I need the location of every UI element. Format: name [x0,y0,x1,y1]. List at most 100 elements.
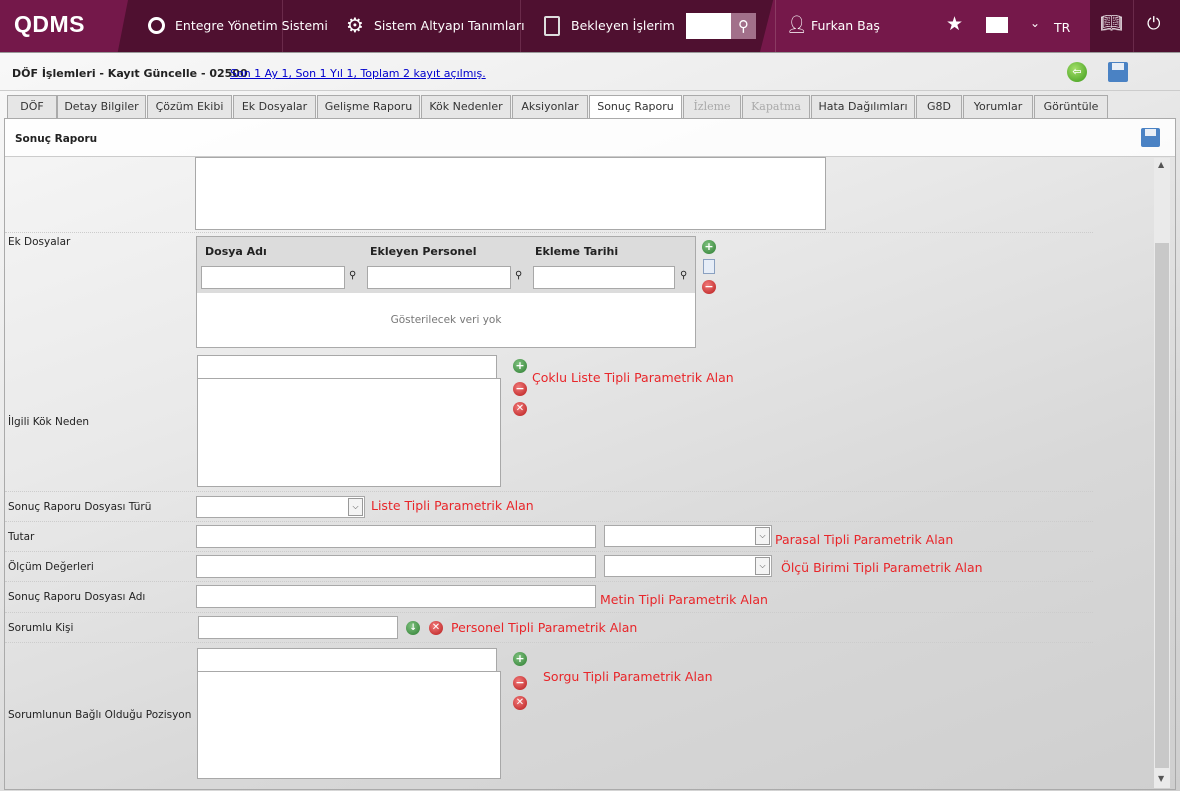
scroll-down-arrow[interactable]: ▼ [1158,774,1165,783]
floppy-icon [1145,129,1156,136]
save-button[interactable] [1108,62,1128,82]
panel-save-button[interactable] [1141,128,1160,147]
panel-header: Sonuç Raporu [5,119,1175,157]
tab-1[interactable]: Detay Bilgiler [57,95,146,119]
clear-icon[interactable]: ✕ [513,696,527,710]
filter-ekleyen[interactable] [367,266,511,289]
page-title: DÖF İşlemleri - Kayıt Güncelle - 02500 [12,67,248,80]
vertical-scrollbar[interactable]: ▲ ▼ [1154,158,1170,788]
nav-bekleyen[interactable]: Bekleyen İşlerim [544,0,675,52]
chevron-down-icon[interactable]: ⌵ [755,557,770,575]
search-button[interactable]: ⚲ [731,13,756,39]
tutar-note: Parasal Tipli Parametrik Alan [775,532,954,547]
mail-icon[interactable] [986,17,1008,33]
nav-entegre[interactable]: Entegre Yönetim Sistemi [148,0,328,52]
add-file-icon[interactable]: + [702,240,716,254]
remove-icon[interactable]: − [513,676,527,690]
tab-2[interactable]: Çözüm Ekibi [147,95,232,119]
tutar-input[interactable] [196,525,596,548]
dosya-turu-note: Liste Tipli Parametrik Alan [371,498,534,513]
logo-area [0,0,128,52]
remove-icon[interactable]: − [513,382,527,396]
sorumlu-input[interactable] [198,616,398,639]
dosya-adi-note: Metin Tipli Parametrik Alan [600,592,768,607]
nav-sistem[interactable]: ⚙ Sistem Altyapı Tanımları [346,0,525,52]
tab-3[interactable]: Ek Dosyalar [233,95,316,119]
empty-message: Gösterilecek veri yok [390,314,502,326]
clear-icon[interactable]: ✕ [513,402,527,416]
clear-person-icon[interactable]: ✕ [429,621,443,635]
user-name[interactable]: Furkan Baş [811,18,880,33]
attachments-grid: Dosya Adı Ekleyen Personel Ekleme Tarihi… [196,236,696,348]
record-stats-link[interactable]: Son 1 Ay 1, Son 1 Yıl 1, Toplam 2 kayıt … [230,67,486,80]
nav-label: Entegre Yönetim Sistemi [175,18,328,33]
language-selector[interactable]: TR [1054,20,1071,35]
nav-label: Bekleyen İşlerim [571,18,675,33]
search-input[interactable] [686,13,731,39]
tutar-label: Tutar [8,531,35,543]
tab-4[interactable]: Gelişme Raporu [317,95,420,119]
kok-neden-input[interactable] [197,355,497,379]
gear-icon: ⚙ [346,13,364,37]
add-icon[interactable]: + [513,359,527,373]
clipboard-icon [544,16,560,36]
filter-dosya-adi[interactable] [201,266,345,289]
scroll-up-arrow[interactable]: ▲ [1158,160,1165,169]
scroll-thumb[interactable] [1155,243,1169,768]
pozisyon-listbox[interactable] [197,671,501,779]
document-icon[interactable] [703,259,715,274]
sorumlu-note: Personel Tipli Parametrik Alan [451,620,638,635]
search-icon: ⚲ [738,17,749,35]
manual-book-icon[interactable]: 📖︎ [1100,13,1123,34]
tab-panel: Sonuç Raporu ▲ ▼ [4,118,1176,790]
dosya-turu-label: Sonuç Raporu Dosyası Türü [8,501,152,513]
tab-11[interactable]: G8D [916,95,962,119]
chevron-down-icon[interactable]: ⌵ [348,498,363,516]
tab-7[interactable]: Sonuç Raporu [589,95,682,119]
aciklama-textarea[interactable] [195,157,826,230]
tab-0[interactable]: DÖF [7,95,57,119]
kok-neden-listbox[interactable] [197,378,501,487]
tab-5[interactable]: Kök Nedenler [421,95,511,119]
sorumlu-label: Sorumlu Kişi [8,622,74,634]
chevron-down-icon[interactable]: ⌄ [1030,16,1041,30]
para-birimi-select[interactable]: ⌵ [604,525,772,547]
tab-10[interactable]: Hata Dağılımları [811,95,915,119]
arrow-left-icon: ⇦ [1072,65,1082,78]
ek-dosyalar-label: Ek Dosyalar [8,236,71,248]
filter-icon[interactable]: ⚲ [349,270,357,281]
dosya-turu-select[interactable]: ⌵ [196,496,365,518]
logo[interactable]: QDMS [14,11,85,37]
filter-icon[interactable]: ⚲ [680,270,688,281]
title-bar: DÖF İşlemleri - Kayıt Güncelle - 02500 S… [0,52,1180,91]
tab-9: Kapatma [742,95,810,119]
pozisyon-input[interactable] [197,648,497,672]
dosya-adi-label: Sonuç Raporu Dosyası Adı [8,591,146,603]
column-header[interactable]: Ekleme Tarihi [535,245,619,258]
kok-neden-note: Çoklu Liste Tipli Parametrik Alan [532,370,734,385]
column-header[interactable]: Dosya Adı [205,245,267,258]
dosya-adi-input[interactable] [196,585,596,608]
tab-13[interactable]: Görüntüle [1034,95,1108,119]
olcu-birimi-select[interactable]: ⌵ [604,555,772,577]
back-button[interactable]: ⇦ [1067,62,1087,82]
add-icon[interactable]: + [513,652,527,666]
olcum-note: Ölçü Birimi Tipli Parametrik Alan [781,560,983,575]
star-icon[interactable]: ★ [946,13,964,35]
chevron-down-icon[interactable]: ⌵ [755,527,770,545]
remove-file-icon[interactable]: − [702,280,716,294]
pozisyon-label: Sorumlunun Bağlı Olduğu Pozisyon [8,709,192,721]
nav-label: Sistem Altyapı Tanımları [374,18,525,33]
filter-icon[interactable]: ⚲ [515,270,523,281]
q-icon [148,17,165,34]
select-person-icon[interactable]: ↓ [406,621,420,635]
olcum-input[interactable] [196,555,596,578]
filter-tarih[interactable] [533,266,675,289]
kok-neden-label: İlgili Kök Neden [8,416,90,428]
pozisyon-note: Sorgu Tipli Parametrik Alan [543,669,713,684]
power-icon[interactable]: ⏻ [1147,14,1161,34]
top-header: QDMS Entegre Yönetim Sistemi ⚙ Sistem Al… [0,0,1180,52]
tab-6[interactable]: Aksiyonlar [512,95,588,119]
tab-12[interactable]: Yorumlar [963,95,1033,119]
column-header[interactable]: Ekleyen Personel [370,245,477,258]
